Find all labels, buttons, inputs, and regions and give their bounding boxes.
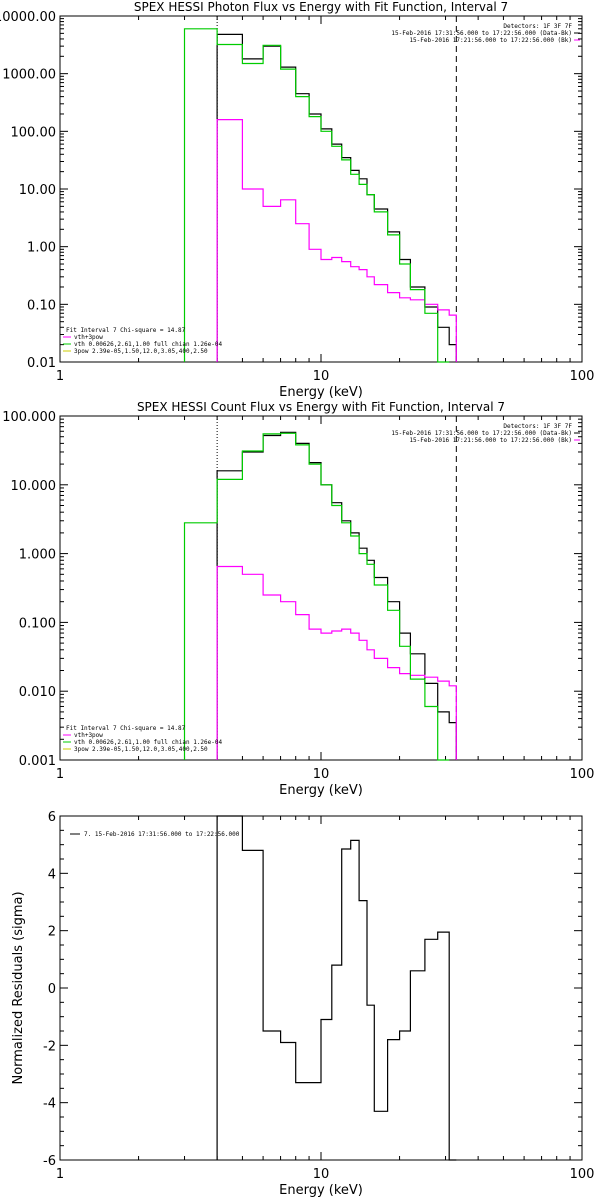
x-tick-label: 1: [56, 1167, 64, 1182]
y-tick-label: 1.000: [19, 548, 56, 563]
x-tick-label: 100: [570, 767, 595, 782]
y-tick-label: 0.100: [19, 616, 56, 631]
series-line-1: [216, 33, 457, 362]
series-line-3: [183, 432, 450, 761]
y-tick-label: 4: [48, 867, 56, 882]
header-annotation: Detectors: 1F 3F 7F: [503, 23, 572, 30]
y-axis-label: Normalized Residuals (sigma): [11, 891, 26, 1084]
fit-annotation: 3pow 2.39e-05,1.50,12.0,3.05,400,2.50: [74, 746, 208, 753]
chart-panel-1: SPEX HESSI Photon Flux vs Energy with Fi…: [0, 0, 594, 400]
fit-annotation: vth 0.00626,2.61,1.00 full chian 1.26e-0…: [74, 341, 222, 348]
y-tick-label: -2: [43, 1039, 56, 1054]
chart-panel-3: 1 10 100 -6 -4 -2 0 2 4 6 Energy (keV) Normalized R…: [11, 810, 594, 1198]
x-axis-label: Energy (keV): [279, 783, 363, 798]
y-tick-label: 0.001: [19, 754, 56, 769]
x-tick-label: 100: [570, 1167, 595, 1182]
y-tick-label: 0.01: [27, 356, 56, 371]
y-tick-label: 0.010: [19, 685, 56, 700]
y-tick-label: 6: [48, 810, 56, 825]
chart-title: SPEX HESSI Count Flux vs Energy with Fit…: [137, 400, 505, 414]
y-tick-label: -6: [43, 1154, 56, 1169]
fit-annotation: Fit Interval 7 Chi-square = 14.87: [66, 725, 186, 732]
y-tick-label: 0: [48, 982, 56, 997]
x-tick-label: 10: [313, 1167, 330, 1182]
x-tick-label: 1: [56, 767, 64, 782]
x-tick-label: 10: [313, 369, 330, 384]
plot-frame: [59, 815, 583, 1161]
series-line-1: [216, 431, 457, 760]
y-tick-label: 1.00: [27, 241, 56, 256]
chart-panel-2: SPEX HESSI Count Flux vs Energy with Fit…: [2, 400, 594, 798]
header-annotation: 15-Feb-2016 17:31:56.000 to 17:22:56.000…: [391, 30, 572, 37]
y-tick-label: 1000.00: [2, 68, 56, 83]
plot-frame: [59, 15, 583, 363]
x-axis-label: Energy (keV): [279, 385, 363, 400]
fit-annotation: 3pow 2.39e-05,1.50,12.0,3.05,400,2.50: [74, 348, 208, 355]
y-tick-label: 2: [48, 925, 56, 940]
header-annotation: 15-Feb-2016 17:31:56.000 to 17:22:56.000…: [391, 430, 572, 437]
y-tick-label: 0.10: [27, 298, 56, 313]
series-line-3: [183, 28, 450, 363]
y-tick-label: -4: [43, 1097, 56, 1112]
header-annotation: Detectors: 1F 3F 7F: [503, 423, 572, 430]
y-tick-label: 100.00: [11, 125, 57, 140]
fit-annotation: vth 0.00626,2.61,1.00 full chian 1.26e-0…: [74, 739, 222, 746]
header-annotation: 15-Feb-2016 17:21:56.000 to 17:22:56.000…: [409, 37, 572, 44]
fit-annotation: Fit Interval 7 Chi-square = 14.87: [66, 327, 186, 334]
y-tick-label: 10.000: [11, 479, 57, 494]
chart-title: SPEX HESSI Photon Flux vs Energy with Fi…: [134, 0, 508, 14]
y-tick-label: 10.00: [19, 183, 56, 198]
fit-annotation: vth+3pow: [74, 334, 103, 341]
series-line-2: [216, 565, 457, 760]
x-tick-label: 100: [570, 369, 595, 384]
y-tick-label: 10000.00: [0, 10, 56, 25]
legend-label: 7. 15-Feb-2016 17:31:56.000 to 17:22:56.…: [84, 831, 240, 838]
y-tick-label: 100.000: [2, 410, 56, 425]
x-tick-label: 1: [56, 369, 64, 384]
series-line-2: [216, 119, 457, 362]
x-axis-label: Energy (keV): [279, 1183, 363, 1198]
fit-annotation: vth+3pow: [74, 732, 103, 739]
x-tick-label: 10: [313, 767, 330, 782]
series-line-1: [216, 815, 457, 1161]
header-annotation: 15-Feb-2016 17:21:56.000 to 17:22:56.000…: [409, 437, 572, 444]
